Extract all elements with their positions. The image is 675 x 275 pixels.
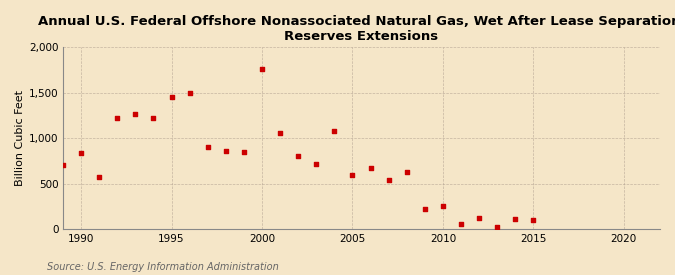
Point: [492, 224, 503, 229]
Point: [456, 222, 466, 226]
Point: [221, 149, 232, 153]
Point: [293, 154, 304, 159]
Point: [528, 218, 539, 222]
Point: [510, 217, 520, 221]
Point: [402, 170, 412, 174]
Point: [347, 172, 358, 177]
Point: [383, 178, 394, 182]
Point: [474, 216, 485, 221]
Y-axis label: Billion Cubic Feet: Billion Cubic Feet: [15, 90, 25, 186]
Point: [166, 95, 177, 99]
Point: [256, 67, 267, 71]
Point: [419, 207, 430, 211]
Point: [57, 163, 68, 168]
Point: [275, 130, 286, 135]
Point: [76, 150, 86, 155]
Point: [184, 90, 195, 95]
Point: [94, 175, 105, 180]
Point: [112, 116, 123, 120]
Point: [329, 129, 340, 133]
Point: [365, 166, 376, 170]
Point: [238, 150, 249, 154]
Point: [202, 145, 213, 149]
Point: [130, 112, 140, 117]
Text: Source: U.S. Energy Information Administration: Source: U.S. Energy Information Administ…: [47, 262, 279, 272]
Point: [148, 116, 159, 120]
Title: Annual U.S. Federal Offshore Nonassociated Natural Gas, Wet After Lease Separati: Annual U.S. Federal Offshore Nonassociat…: [38, 15, 675, 43]
Point: [437, 204, 448, 208]
Point: [311, 161, 322, 166]
